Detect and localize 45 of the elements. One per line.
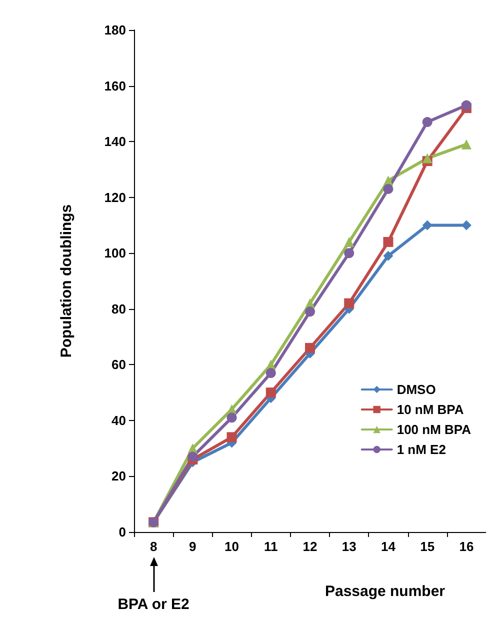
legend-label: 100 nM BPA (396, 422, 472, 437)
point (461, 100, 472, 110)
point (226, 432, 237, 442)
point (383, 236, 394, 247)
y-tick-label: 40 (112, 412, 126, 428)
point (305, 342, 315, 353)
x-axis-title: Passage number (324, 583, 446, 600)
x-tick-label: 9 (189, 539, 196, 554)
point (188, 452, 198, 462)
point (461, 139, 472, 150)
y-axis-title: Population doublings (58, 204, 75, 358)
legend-label: 1 nM E2 (396, 442, 446, 457)
text: BPA or E2 (118, 596, 190, 613)
y-tick-label: 160 (104, 78, 126, 94)
y-tick-label: 140 (104, 134, 126, 150)
y-tick-label: 120 (104, 190, 126, 205)
point (461, 220, 472, 230)
y-tick-label: 60 (112, 357, 126, 372)
x-tick-label: 8 (150, 539, 158, 554)
x-tick-label: 12 (302, 539, 318, 554)
point (383, 250, 394, 261)
x-tick-label: 11 (264, 539, 278, 554)
y-tick-label: 0 (118, 524, 126, 540)
point (266, 368, 276, 378)
y-tick-label: 180 (104, 22, 126, 38)
point (383, 184, 394, 194)
point (422, 117, 432, 128)
point (226, 412, 237, 423)
point (344, 248, 354, 258)
x-tick-label: 10 (224, 539, 240, 554)
y-tick-label: 20 (112, 468, 126, 484)
point (422, 220, 432, 230)
point (344, 236, 354, 247)
x-tick-label: 14 (380, 539, 396, 554)
x-tick-label: 16 (459, 539, 474, 554)
point (344, 298, 354, 308)
point (422, 153, 432, 164)
x-tick-label: 15 (420, 539, 435, 554)
point (305, 306, 315, 317)
y-tick-label: 100 (104, 246, 126, 261)
y-tick-label: 80 (112, 301, 126, 316)
legend-label: 10 nM BPA (396, 402, 464, 417)
x-tick-label: 13 (342, 539, 356, 554)
legend-label: DMSO (396, 382, 436, 397)
point (266, 388, 276, 398)
